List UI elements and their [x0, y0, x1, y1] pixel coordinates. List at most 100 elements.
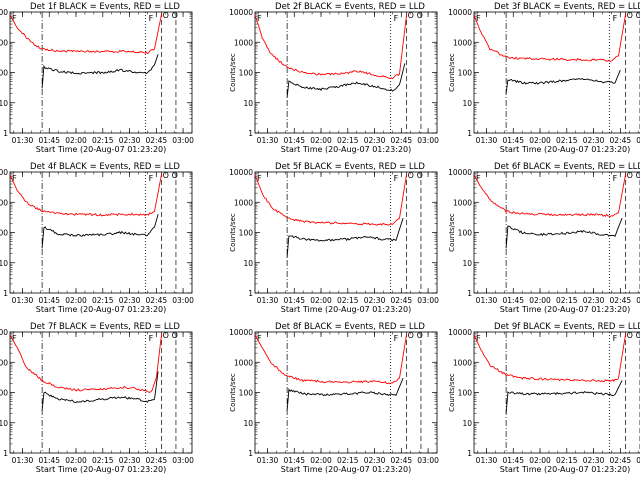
y-axis-label: Counts/sec — [448, 213, 456, 252]
chart-title: Det 9f BLACK = Events, RED = LLD — [494, 322, 640, 332]
x-axis-label: Start Time (20-Aug-07 01:23:20) — [500, 465, 631, 474]
x-tick-label: 01:30 — [476, 296, 498, 305]
series-line-red — [474, 13, 626, 61]
x-tick-label: 02:00 — [310, 456, 332, 465]
y-tick-label: 1000 — [234, 358, 253, 367]
series-line-red — [255, 173, 407, 225]
chart-panel: Det 9f BLACK = Events, RED = LLD 1 10 100 10… — [448, 322, 640, 474]
chart-title: Det 4f BLACK = Events, RED = LLD — [30, 162, 180, 172]
x-axis-label: Start Time (20-Aug-07 01:23:20) — [281, 305, 412, 314]
series-line-black — [42, 371, 158, 410]
y-tick-label: 10 — [0, 259, 8, 268]
y-tick-label: 10000 — [448, 8, 472, 17]
series-line-black — [506, 70, 620, 94]
x-tick-label: 01:30 — [257, 136, 279, 145]
plot-frame — [10, 172, 192, 293]
x-tick-label: 02:15 — [337, 296, 359, 305]
top-marker-label: F — [149, 174, 154, 183]
top-marker-label: F — [394, 14, 399, 23]
y-tick-label: 1 — [248, 129, 253, 138]
x-tick-label: 01:30 — [257, 296, 279, 305]
series-line-red — [10, 333, 162, 392]
top-marker-label: F — [476, 174, 481, 183]
y-axis-label: Counts/sec — [229, 53, 237, 92]
y-tick-label: 10 — [0, 419, 8, 428]
top-marker-label: O — [408, 11, 414, 20]
top-marker-label: F — [12, 14, 17, 23]
x-tick-label: 02:15 — [92, 456, 114, 465]
x-tick-label: 03:00 — [172, 456, 194, 465]
y-tick-label: 10000 — [0, 8, 8, 17]
top-marker-label: F — [394, 334, 399, 343]
x-tick-label: 01:45 — [38, 296, 60, 305]
y-tick-label: 100 — [239, 69, 254, 78]
y-tick-label: 10000 — [0, 168, 8, 177]
chart-title: Det 7f BLACK = Events, RED = LLD — [30, 322, 180, 332]
x-tick-label: 01:45 — [38, 456, 60, 465]
series-line-black — [42, 214, 158, 248]
chart-panel: Det 8f BLACK = Events, RED = LLD11010010… — [229, 322, 439, 474]
y-tick-label: 1000 — [234, 198, 253, 207]
series-line-black — [506, 218, 622, 248]
x-tick-label: 02:30 — [583, 296, 605, 305]
y-tick-label: 100 — [239, 389, 254, 398]
x-tick-label: 03:00 — [417, 136, 439, 145]
y-tick-label: 1 — [248, 449, 253, 458]
y-tick-label: 100 — [0, 389, 8, 398]
x-tick-label: 02:45 — [391, 296, 413, 305]
x-tick-label: 02:15 — [337, 136, 359, 145]
chart-panel: Det 4f BLACK = Events, RED = LLD11010010… — [0, 162, 194, 314]
y-tick-label: 10000 — [229, 8, 253, 17]
x-axis-label: Start Time (20-Aug-07 01:23:20) — [36, 465, 167, 474]
x-tick-label: 02:15 — [92, 136, 114, 145]
x-tick-label: 02:30 — [364, 296, 386, 305]
y-axis-label: Counts/sec — [229, 213, 237, 252]
x-tick-label: 01:30 — [476, 136, 498, 145]
chart-panel: Det 6f BLACK = Events, RED = LLD 1 10 100 10… — [448, 162, 640, 314]
x-tick-label: 01:45 — [283, 296, 305, 305]
x-tick-label: 02:00 — [65, 456, 87, 465]
x-tick-label: 01:45 — [283, 456, 305, 465]
top-marker-label: O — [636, 171, 640, 180]
y-tick-label: 10000 — [229, 168, 253, 177]
top-marker-label: F — [613, 174, 618, 183]
x-tick-label: 02:00 — [529, 456, 551, 465]
x-tick-label: 02:30 — [119, 136, 141, 145]
top-marker-label: O — [172, 331, 178, 340]
x-tick-label: 02:15 — [92, 296, 114, 305]
chart-panel: Det 5f BLACK = Events, RED = LLD11010010… — [229, 162, 439, 314]
top-marker-label: O — [627, 171, 633, 180]
series-line-black — [506, 381, 622, 414]
plot-frame — [255, 172, 437, 293]
x-tick-label: 03:00 — [636, 136, 640, 145]
y-tick-label: 10 — [462, 419, 472, 428]
x-tick-label: 02:45 — [146, 296, 168, 305]
x-tick-label: 02:15 — [337, 456, 359, 465]
x-tick-label: 02:45 — [146, 136, 168, 145]
x-axis-label: Start Time (20-Aug-07 01:23:20) — [281, 145, 412, 154]
chart-panel: Det 3f BLACK = Events, RED = LLD 1 10 100 10… — [448, 2, 640, 154]
plot-frame — [255, 332, 437, 453]
series-line-red — [255, 333, 407, 383]
y-tick-label: 10 — [0, 99, 8, 108]
y-tick-label: 1000 — [453, 358, 472, 367]
x-tick-label: 02:45 — [610, 456, 632, 465]
y-tick-label: 1000 — [0, 358, 8, 367]
y-tick-label: 1000 — [234, 38, 253, 47]
x-tick-label: 01:30 — [12, 296, 34, 305]
y-tick-label: 100 — [239, 229, 254, 238]
x-tick-label: 02:00 — [529, 296, 551, 305]
chart-title: Det 1f BLACK = Events, RED = LLD — [30, 2, 180, 12]
top-marker-label: O — [408, 331, 414, 340]
x-tick-label: 01:30 — [12, 136, 34, 145]
x-tick-label: 03:00 — [417, 456, 439, 465]
top-marker-label: O — [163, 11, 169, 20]
x-tick-label: 02:30 — [119, 456, 141, 465]
y-tick-label: 100 — [458, 229, 473, 238]
y-tick-label: 1000 — [0, 198, 8, 207]
x-tick-label: 01:45 — [38, 136, 60, 145]
x-tick-label: 02:15 — [556, 296, 578, 305]
y-tick-label: 10 — [243, 99, 253, 108]
top-marker-label: O — [408, 171, 414, 180]
y-tick-label: 1 — [467, 449, 472, 458]
